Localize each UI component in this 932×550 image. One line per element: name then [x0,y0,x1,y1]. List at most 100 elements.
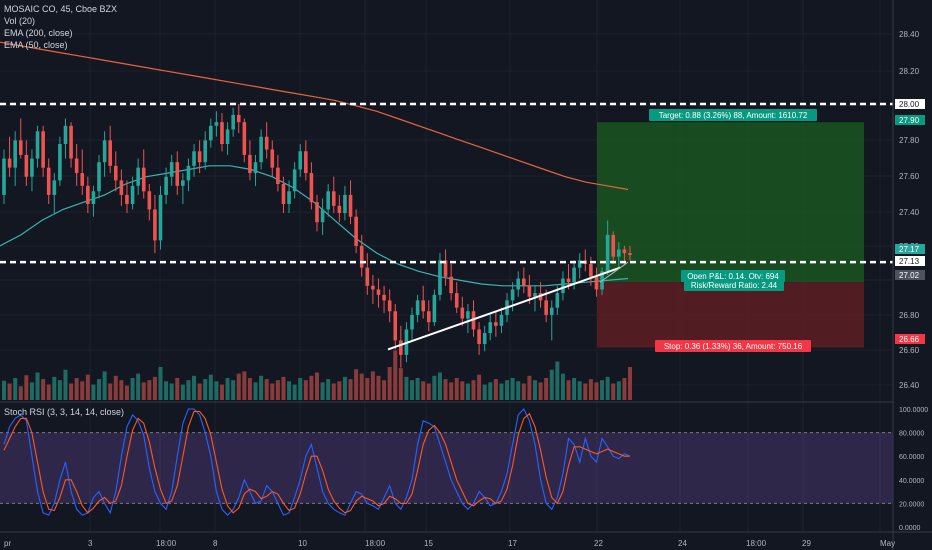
volume-bar [203,379,208,400]
volume-bar [382,380,387,400]
volume-bar [415,378,420,400]
volume-bar [292,384,297,400]
volume-bar [275,380,280,400]
volume-bar [236,373,241,400]
candle-body [69,125,73,159]
candle-body [443,260,448,277]
candle-body [46,167,51,195]
price-tick: 28.20 [899,67,920,76]
ema200-indicator-label[interactable]: EMA (200, close) [4,28,73,38]
volume-bar [124,385,129,400]
stoch-band [0,432,893,504]
volume-bar [376,375,381,400]
candle-body [220,122,224,145]
volume-bar [158,367,163,400]
candle-body [561,278,565,294]
candle-body [522,278,526,286]
candle-body [281,184,286,205]
candle-body [566,278,571,283]
candle-body [2,158,6,195]
volume-bar [141,382,146,400]
volume-bar [616,381,621,400]
price-badge [895,256,925,266]
entry-line [599,261,629,283]
volume-bar [588,379,593,400]
candle-body [533,293,537,297]
candle-body [63,125,68,145]
volume-bar [549,369,554,400]
candle-body [343,194,347,214]
volume-bar [175,378,180,400]
candle-body [549,307,554,315]
stoch-rsi-label[interactable]: Stoch RSI (3, 3, 14, 14, close) [4,407,125,417]
stop-label-bg [655,340,811,352]
price-badge-text: 26.66 [899,335,920,344]
candle-body [348,194,353,217]
volume-bar [136,373,141,400]
candle-body [538,293,543,301]
candle-body [113,165,118,181]
candle-body [74,158,79,174]
candle-body [432,294,437,323]
volume-bar [259,375,264,400]
candle-body [326,191,330,210]
volume-bar [527,375,532,400]
ema50-indicator-label[interactable]: EMA (50, close) [4,40,68,50]
volume-bar [253,382,258,400]
volume-bar [242,371,247,400]
time-label: 17 [508,539,517,548]
rr-label-bg [684,279,784,291]
volume-bar [247,378,252,400]
price-tick: 28.40 [899,30,920,39]
candle-body [18,140,23,155]
time-label: 18:00 [746,539,767,548]
volume-bar [437,372,442,400]
volume-bar [544,378,549,400]
volume-bar [219,384,224,400]
candle-body [292,169,297,192]
candle-body [594,276,599,290]
candle-body [421,300,425,312]
volume-bar [426,383,431,400]
candle-body [80,173,85,186]
volume-bar [538,382,543,400]
candle-body [488,322,493,334]
volume-bar [505,380,510,400]
candle-body [337,205,342,214]
volume-bar [287,381,292,400]
candle-body [555,293,560,308]
candle-body [617,249,621,257]
volume-bar [74,378,79,400]
candle-body [41,131,45,168]
candle-body [622,249,627,254]
candle-body [449,276,453,294]
volume-bar [488,382,493,400]
candle-body [371,285,375,290]
candle-body [365,267,370,286]
candle-body [304,151,308,174]
stop-label-text: Stop: 0.36 (1.33%) 36, Amount: 750.16 [664,342,803,351]
volume-bar [164,381,169,400]
volume-bar [583,383,588,400]
volume-bar [605,376,610,400]
symbol-title[interactable]: MOSAIC CO, 45, Cboe BZX [4,4,118,14]
candle-body [460,307,465,319]
volume-bar [186,380,191,400]
candle-body [298,151,303,170]
candle-body [130,185,135,205]
volume-bar [152,376,157,400]
candle-body [287,191,291,205]
candle-body [589,264,593,277]
candle-body [7,158,12,168]
volume-bar [594,382,599,400]
volume-bar [169,383,174,400]
vol-indicator-label[interactable]: Vol (20) [4,16,36,26]
volume-bar [387,367,392,400]
candle-body [136,167,140,186]
candle-body [236,114,241,123]
volume-bar [69,383,74,400]
volume-bar [320,382,325,400]
volume-bar [393,350,398,400]
volume-bar [57,380,62,400]
